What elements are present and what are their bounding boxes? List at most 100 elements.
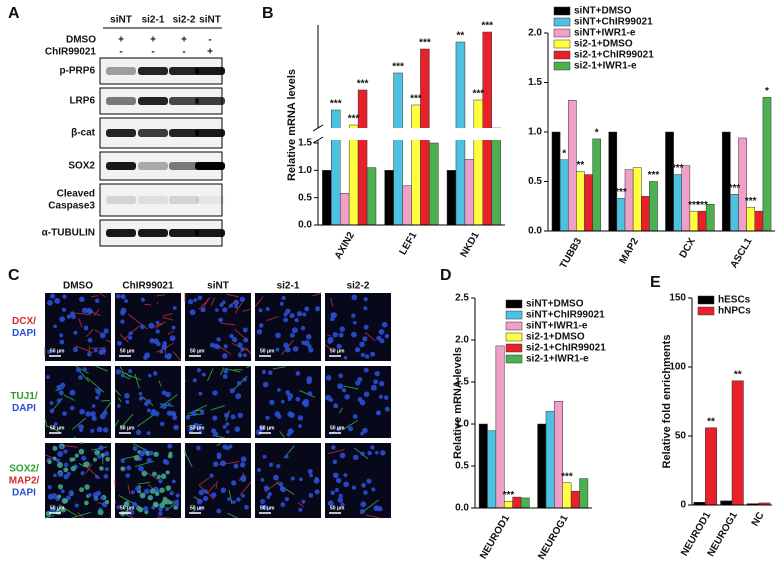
blot-column: siNT xyxy=(110,15,132,26)
nucleus xyxy=(93,497,98,501)
nucleus xyxy=(102,410,108,416)
nucleus xyxy=(203,489,208,494)
nucleus xyxy=(232,500,236,504)
treatment-mark: + xyxy=(207,47,213,58)
fiber xyxy=(71,511,91,519)
bar xyxy=(562,482,572,509)
nucleus xyxy=(255,429,262,436)
nucleus xyxy=(120,294,126,300)
fiber xyxy=(119,333,129,343)
nucleus xyxy=(53,422,58,426)
nucleus xyxy=(295,396,301,402)
nucleus xyxy=(104,467,109,472)
nucleus xyxy=(263,485,270,492)
bar xyxy=(673,174,682,232)
nucleus xyxy=(360,508,366,514)
blot-row-label: p-PRP6 xyxy=(59,66,95,77)
significance: *** xyxy=(472,89,484,100)
nucleus xyxy=(222,307,228,313)
nucleus xyxy=(292,346,299,352)
nucleus xyxy=(57,462,63,468)
fiber xyxy=(184,451,193,468)
nucleus xyxy=(256,329,263,335)
blot-column: si2-1 xyxy=(142,15,165,26)
nucleus xyxy=(384,333,390,339)
nucleus xyxy=(99,332,106,339)
bar xyxy=(464,159,475,226)
nucleus xyxy=(124,392,130,399)
fiber xyxy=(245,347,252,355)
nucleus xyxy=(284,454,289,459)
nucleus xyxy=(146,457,152,464)
fiber xyxy=(167,330,174,336)
nucleus xyxy=(90,428,95,433)
y-tick-label: 1.0 xyxy=(528,127,542,138)
nucleus xyxy=(300,325,306,331)
nucleus xyxy=(46,375,50,379)
nucleus xyxy=(57,471,64,477)
nucleus xyxy=(147,373,152,378)
nucleus xyxy=(57,450,64,457)
nucleus xyxy=(218,317,224,323)
fiber xyxy=(78,462,86,468)
fiber xyxy=(198,296,211,310)
nucleus xyxy=(125,399,130,404)
nucleus xyxy=(166,354,172,360)
nucleus xyxy=(94,449,101,456)
nucleus xyxy=(279,301,284,306)
nucleus xyxy=(104,499,110,504)
fiber xyxy=(155,321,166,329)
nucleus xyxy=(169,490,174,496)
blot-box xyxy=(99,183,223,217)
nucleus xyxy=(171,325,176,330)
nucleus xyxy=(151,505,156,510)
panel-label: B xyxy=(262,5,274,22)
nucleus xyxy=(151,408,156,414)
fiber xyxy=(245,365,252,368)
fiber xyxy=(330,297,334,307)
nucleus xyxy=(340,502,345,507)
x-tick-label: ASCL1 xyxy=(729,236,755,270)
fiber xyxy=(63,394,76,401)
blot-band xyxy=(195,67,225,75)
nucleus xyxy=(378,328,385,335)
nucleus xyxy=(188,299,194,305)
nucleus xyxy=(83,462,88,467)
nucleus xyxy=(97,509,104,516)
nucleus xyxy=(343,481,350,488)
nucleus xyxy=(376,411,381,415)
nucleus xyxy=(97,454,102,459)
scale-label: 50 μm xyxy=(330,505,345,511)
scale-label: 50 μm xyxy=(260,348,275,354)
fiber xyxy=(266,315,279,322)
nucleus xyxy=(260,498,266,505)
fiber xyxy=(114,500,117,505)
nucleus xyxy=(165,391,171,398)
legend-swatch xyxy=(505,299,523,309)
legend-swatch xyxy=(697,295,715,305)
y-axis-label: Relative fold enrichments xyxy=(661,335,673,469)
fiber xyxy=(163,312,173,317)
nucleus xyxy=(136,429,142,435)
nucleus xyxy=(216,452,222,458)
legend-label: hESCs xyxy=(718,295,751,306)
bar xyxy=(608,131,618,232)
nucleus xyxy=(262,381,269,388)
nucleus xyxy=(268,462,274,467)
fiber xyxy=(93,309,100,317)
fiber xyxy=(327,334,332,337)
nucleus xyxy=(273,474,279,481)
fiber xyxy=(157,516,171,519)
nucleus xyxy=(191,410,197,417)
blot-band xyxy=(106,229,136,237)
nucleus xyxy=(213,343,219,349)
nucleus xyxy=(347,426,354,432)
nucleus xyxy=(228,444,233,449)
fiber xyxy=(137,481,151,485)
bar xyxy=(584,174,593,232)
legend-label: si2-1+ChIR99021 xyxy=(526,343,606,354)
legend-swatch xyxy=(505,332,523,342)
nucleus xyxy=(334,488,339,493)
nucleus xyxy=(139,396,144,401)
legend-label: siNT+ChIR99021 xyxy=(526,310,605,321)
